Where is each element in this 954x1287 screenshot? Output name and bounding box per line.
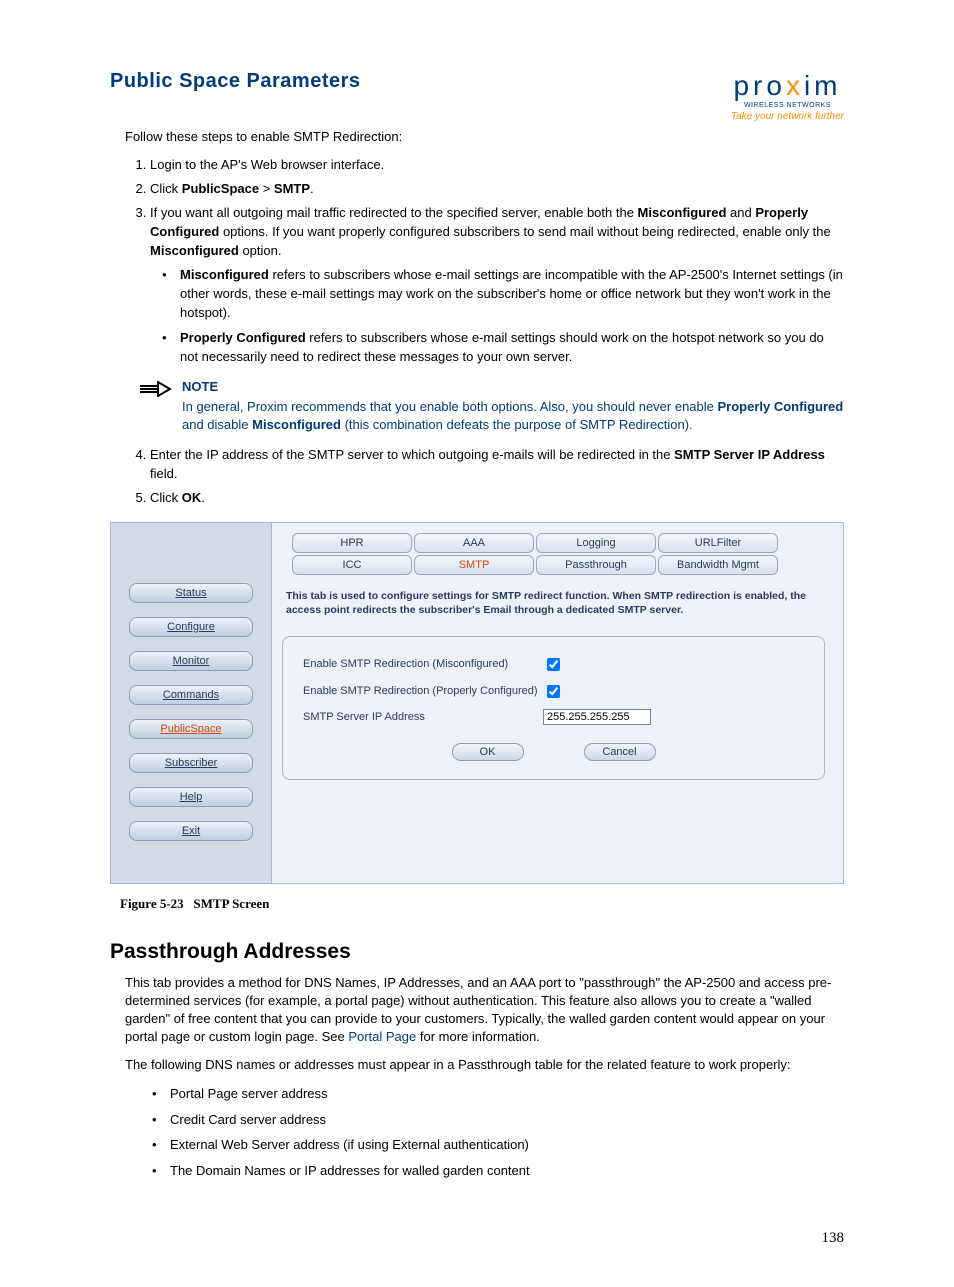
step-1: Login to the AP's Web browser interface.: [150, 156, 844, 175]
steps-list-cont: Enter the IP address of the SMTP server …: [110, 446, 844, 508]
sidebar-item-exit[interactable]: Exit: [129, 821, 253, 841]
tab-passthrough[interactable]: Passthrough: [536, 555, 656, 575]
list-item: Portal Page server address: [170, 1084, 844, 1104]
passthrough-p2: The following DNS names or addresses mus…: [125, 1056, 844, 1074]
sub-properly-configured: Properly Configured refers to subscriber…: [180, 329, 844, 367]
intro-text: Follow these steps to enable SMTP Redire…: [125, 128, 844, 146]
label-smtp-ip: SMTP Server IP Address: [303, 711, 543, 723]
sub-misconfigured: Misconfigured refers to subscribers whos…: [180, 266, 844, 323]
sidebar-item-monitor[interactable]: Monitor: [129, 651, 253, 671]
link-portal-page[interactable]: Portal Page: [348, 1029, 416, 1044]
ok-button[interactable]: OK: [452, 743, 524, 761]
step-4: Enter the IP address of the SMTP server …: [150, 446, 844, 484]
logo-post: im: [804, 70, 842, 101]
sidebar-item-subscriber[interactable]: Subscriber: [129, 753, 253, 773]
logo-x: x: [786, 70, 804, 101]
step-3: If you want all outgoing mail traffic re…: [150, 204, 844, 367]
tab-description: This tab is used to configure settings f…: [286, 589, 821, 618]
passthrough-p1: This tab provides a method for DNS Names…: [125, 974, 844, 1047]
arrow-right-icon: [138, 379, 172, 402]
step-5: Click OK.: [150, 489, 844, 508]
sidebar-item-help[interactable]: Help: [129, 787, 253, 807]
sidebar: Status Configure Monitor Commands Public…: [111, 523, 271, 883]
page-number: 138: [110, 1230, 844, 1247]
list-item: Credit Card server address: [170, 1110, 844, 1130]
note-title: NOTE: [182, 379, 844, 394]
note-block: NOTE In general, Proxim recommends that …: [138, 379, 844, 434]
input-smtp-ip[interactable]: [543, 709, 651, 725]
logo-pre: pro: [733, 70, 785, 101]
tab-smtp[interactable]: SMTP: [414, 555, 534, 575]
sidebar-item-publicspace[interactable]: PublicSpace: [129, 719, 253, 739]
tab-bandwidth[interactable]: Bandwidth Mgmt: [658, 555, 778, 575]
passthrough-list: Portal Page server address Credit Card s…: [140, 1084, 844, 1180]
sidebar-item-commands[interactable]: Commands: [129, 685, 253, 705]
list-item: The Domain Names or IP addresses for wal…: [170, 1161, 844, 1181]
label-properly-configured: Enable SMTP Redirection (Properly Config…: [303, 685, 543, 697]
checkbox-properly-configured[interactable]: [547, 685, 560, 698]
checkbox-misconfigured[interactable]: [547, 658, 560, 671]
smtp-screen-figure: Status Configure Monitor Commands Public…: [110, 522, 844, 884]
brand-logo: proxim WIRELESS NETWORKS Take your netwo…: [731, 70, 844, 122]
section-passthrough-title: Passthrough Addresses: [110, 940, 844, 964]
tab-urlfilter[interactable]: URLFilter: [658, 533, 778, 553]
tab-hpr[interactable]: HPR: [292, 533, 412, 553]
cancel-button[interactable]: Cancel: [584, 743, 656, 761]
step-2: Click PublicSpace > SMTP.: [150, 180, 844, 199]
smtp-form: Enable SMTP Redirection (Misconfigured) …: [282, 636, 825, 780]
logo-tagline: Take your network further: [731, 111, 844, 122]
logo-sub1: WIRELESS NETWORKS: [731, 102, 844, 109]
label-misconfigured: Enable SMTP Redirection (Misconfigured): [303, 658, 543, 670]
tab-icc[interactable]: ICC: [292, 555, 412, 575]
note-text: In general, Proxim recommends that you e…: [182, 398, 844, 434]
sidebar-item-configure[interactable]: Configure: [129, 617, 253, 637]
list-item: External Web Server address (if using Ex…: [170, 1135, 844, 1155]
figure-caption: Figure 5-23 SMTP Screen: [120, 896, 844, 912]
tab-logging[interactable]: Logging: [536, 533, 656, 553]
tab-aaa[interactable]: AAA: [414, 533, 534, 553]
sidebar-item-status[interactable]: Status: [129, 583, 253, 603]
steps-list: Login to the AP's Web browser interface.…: [110, 156, 844, 366]
